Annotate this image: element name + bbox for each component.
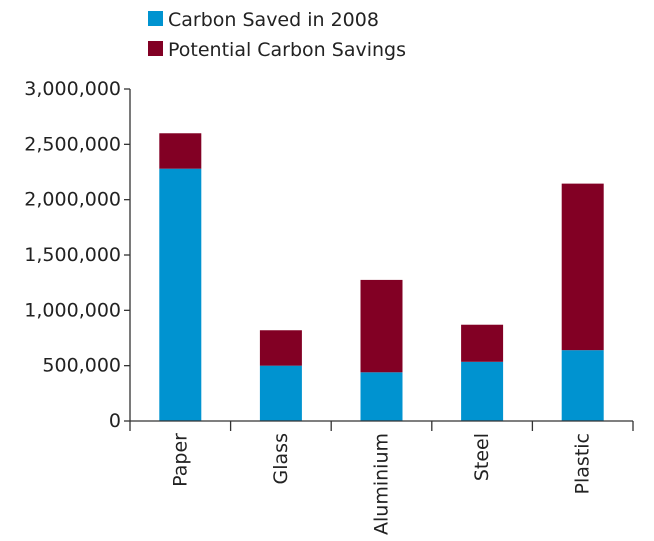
legend-swatch-carbon-saved [148,11,163,26]
bar-steel-potential-savings [461,324,504,362]
y-tick-label: 2,500,000 [24,133,121,155]
bar-glass-carbon-saved [259,365,302,421]
bar-glass-potential-savings [259,330,302,366]
y-tick-label: 1,000,000 [24,299,121,321]
bar-plastic-potential-savings [561,183,604,351]
legend-label-carbon-saved: Carbon Saved in 2008 [168,9,379,31]
y-tick-label: 500,000 [42,355,121,377]
bar-aluminium-potential-savings [360,279,403,373]
x-tick-label-glass: Glass [270,433,292,484]
y-tick-label: 0 [109,410,121,432]
bar-paper-potential-savings [159,133,202,169]
bar-steel-carbon-saved [461,361,504,421]
y-axis: 0 500,000 1,000,000 1,500,000 2,000,000 2,500… [24,78,131,432]
bar-paper-carbon-saved [159,168,202,421]
x-axis: Paper Glass Aluminium Steel Plastic [129,420,634,535]
y-tick-label: 3,000,000 [24,78,121,100]
legend-label-potential-savings: Potential Carbon Savings [168,39,406,61]
x-tick-label-steel: Steel [471,433,493,481]
x-tick-label-paper: Paper [169,433,191,487]
x-tick-label-aluminium: Aluminium [371,433,393,535]
chart-legend: Carbon Saved in 2008 Potential Carbon Sa… [148,9,406,61]
x-tick-label-plastic: Plastic [572,433,594,494]
plot-area [159,133,604,421]
y-tick-label: 1,500,000 [24,244,121,266]
bar-aluminium-carbon-saved [360,372,403,421]
y-tick-label: 2,000,000 [24,189,121,211]
legend-swatch-potential-savings [148,41,163,56]
bar-plastic-carbon-saved [561,350,604,421]
